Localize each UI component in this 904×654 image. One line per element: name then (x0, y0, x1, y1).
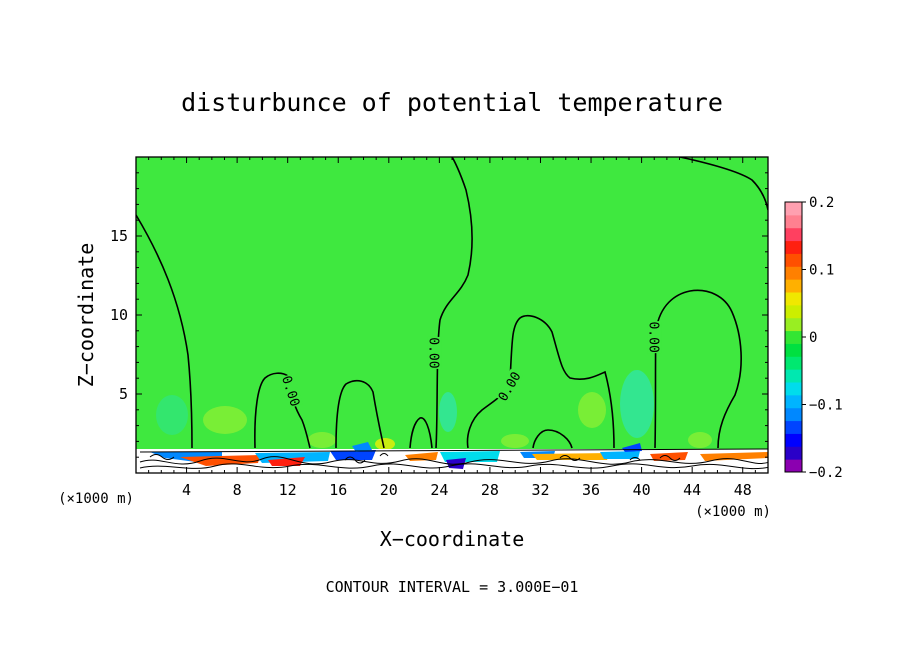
x-axis-ticks: 4 8 12 16 20 24 28 32 36 40 44 48 (148, 157, 756, 499)
contour-label-bg (279, 373, 304, 409)
contour-label-bg (427, 336, 442, 369)
x-unit-label-left: (×1000 m) (58, 491, 134, 507)
x-tick-label: 12 (279, 481, 297, 499)
y-tick-label: 10 (110, 306, 128, 324)
colorbar-swatch (785, 446, 802, 460)
colorbar-tick-label: 0.1 (809, 263, 834, 279)
x-tick-label: 20 (380, 481, 398, 499)
colorbar-swatch (785, 317, 802, 332)
colorbar-tick-label: −0.2 (809, 465, 843, 481)
x-tick-label: 32 (531, 481, 549, 499)
colorbar-swatch (785, 394, 802, 409)
contour-interval-note: CONTOUR INTERVAL = 3.000E−01 (326, 578, 579, 596)
colorbar-tick-label: −0.1 (809, 398, 843, 414)
colorbar-swatch (785, 382, 802, 396)
colorbar-swatch (785, 343, 802, 357)
y-tick-label: 5 (119, 385, 128, 403)
y-tick-label: 15 (110, 227, 128, 245)
colorbar-swatch (785, 227, 802, 242)
colorbar-swatch (785, 459, 802, 473)
colorbar-swatch (785, 433, 802, 447)
x-tick-label: 40 (633, 481, 651, 499)
contour-label-bg (494, 368, 523, 404)
colorbar-swatch (785, 214, 802, 229)
colorbar-swatch (785, 407, 802, 422)
colorbar-swatch (785, 202, 802, 216)
x-tick-label: 28 (481, 481, 499, 499)
colorbar-swatch (785, 240, 802, 254)
chart-title: disturbunce of potential temperature (181, 88, 723, 117)
x-tick-label: 24 (430, 481, 448, 499)
colorbar-swatch (785, 356, 802, 370)
light-patches (156, 370, 712, 450)
y-axis-ticks: 5 10 15 (110, 172, 768, 458)
x-axis-label: X−coordinate (380, 527, 525, 551)
x-tick-label: 48 (734, 481, 752, 499)
plot-area (136, 157, 768, 473)
x-tick-label: 36 (582, 481, 600, 499)
colorbar-swatch (785, 369, 802, 383)
colorbar-swatch (785, 304, 802, 319)
colorbar-tick-label: 0 (809, 330, 817, 346)
contour-label: 0.00 (645, 321, 660, 352)
colorbar-swatch (785, 330, 802, 344)
colorbar-swatch (785, 292, 802, 306)
contour-lines (136, 157, 768, 449)
colorbar-swatch (785, 266, 802, 280)
contour-label-bg (647, 321, 662, 354)
colorbar-tick-label: 0.2 (809, 195, 834, 211)
boundary-layer (136, 442, 768, 473)
colorbar-swatch (785, 420, 802, 434)
colorbar: 0.2 0.1 0 −0.1 −0.2 (784, 195, 843, 481)
colorbar-swatch (785, 253, 802, 267)
x-tick-label: 4 (182, 481, 191, 499)
x-tick-label: 8 (233, 481, 242, 499)
contour-label: 0.00 (425, 337, 440, 368)
x-tick-label: 16 (329, 481, 347, 499)
x-tick-label: 44 (683, 481, 701, 499)
x-unit-label-right: (×1000 m) (695, 504, 771, 520)
y-axis-label: Z−coordinate (74, 243, 98, 388)
colorbar-swatch (785, 279, 802, 293)
